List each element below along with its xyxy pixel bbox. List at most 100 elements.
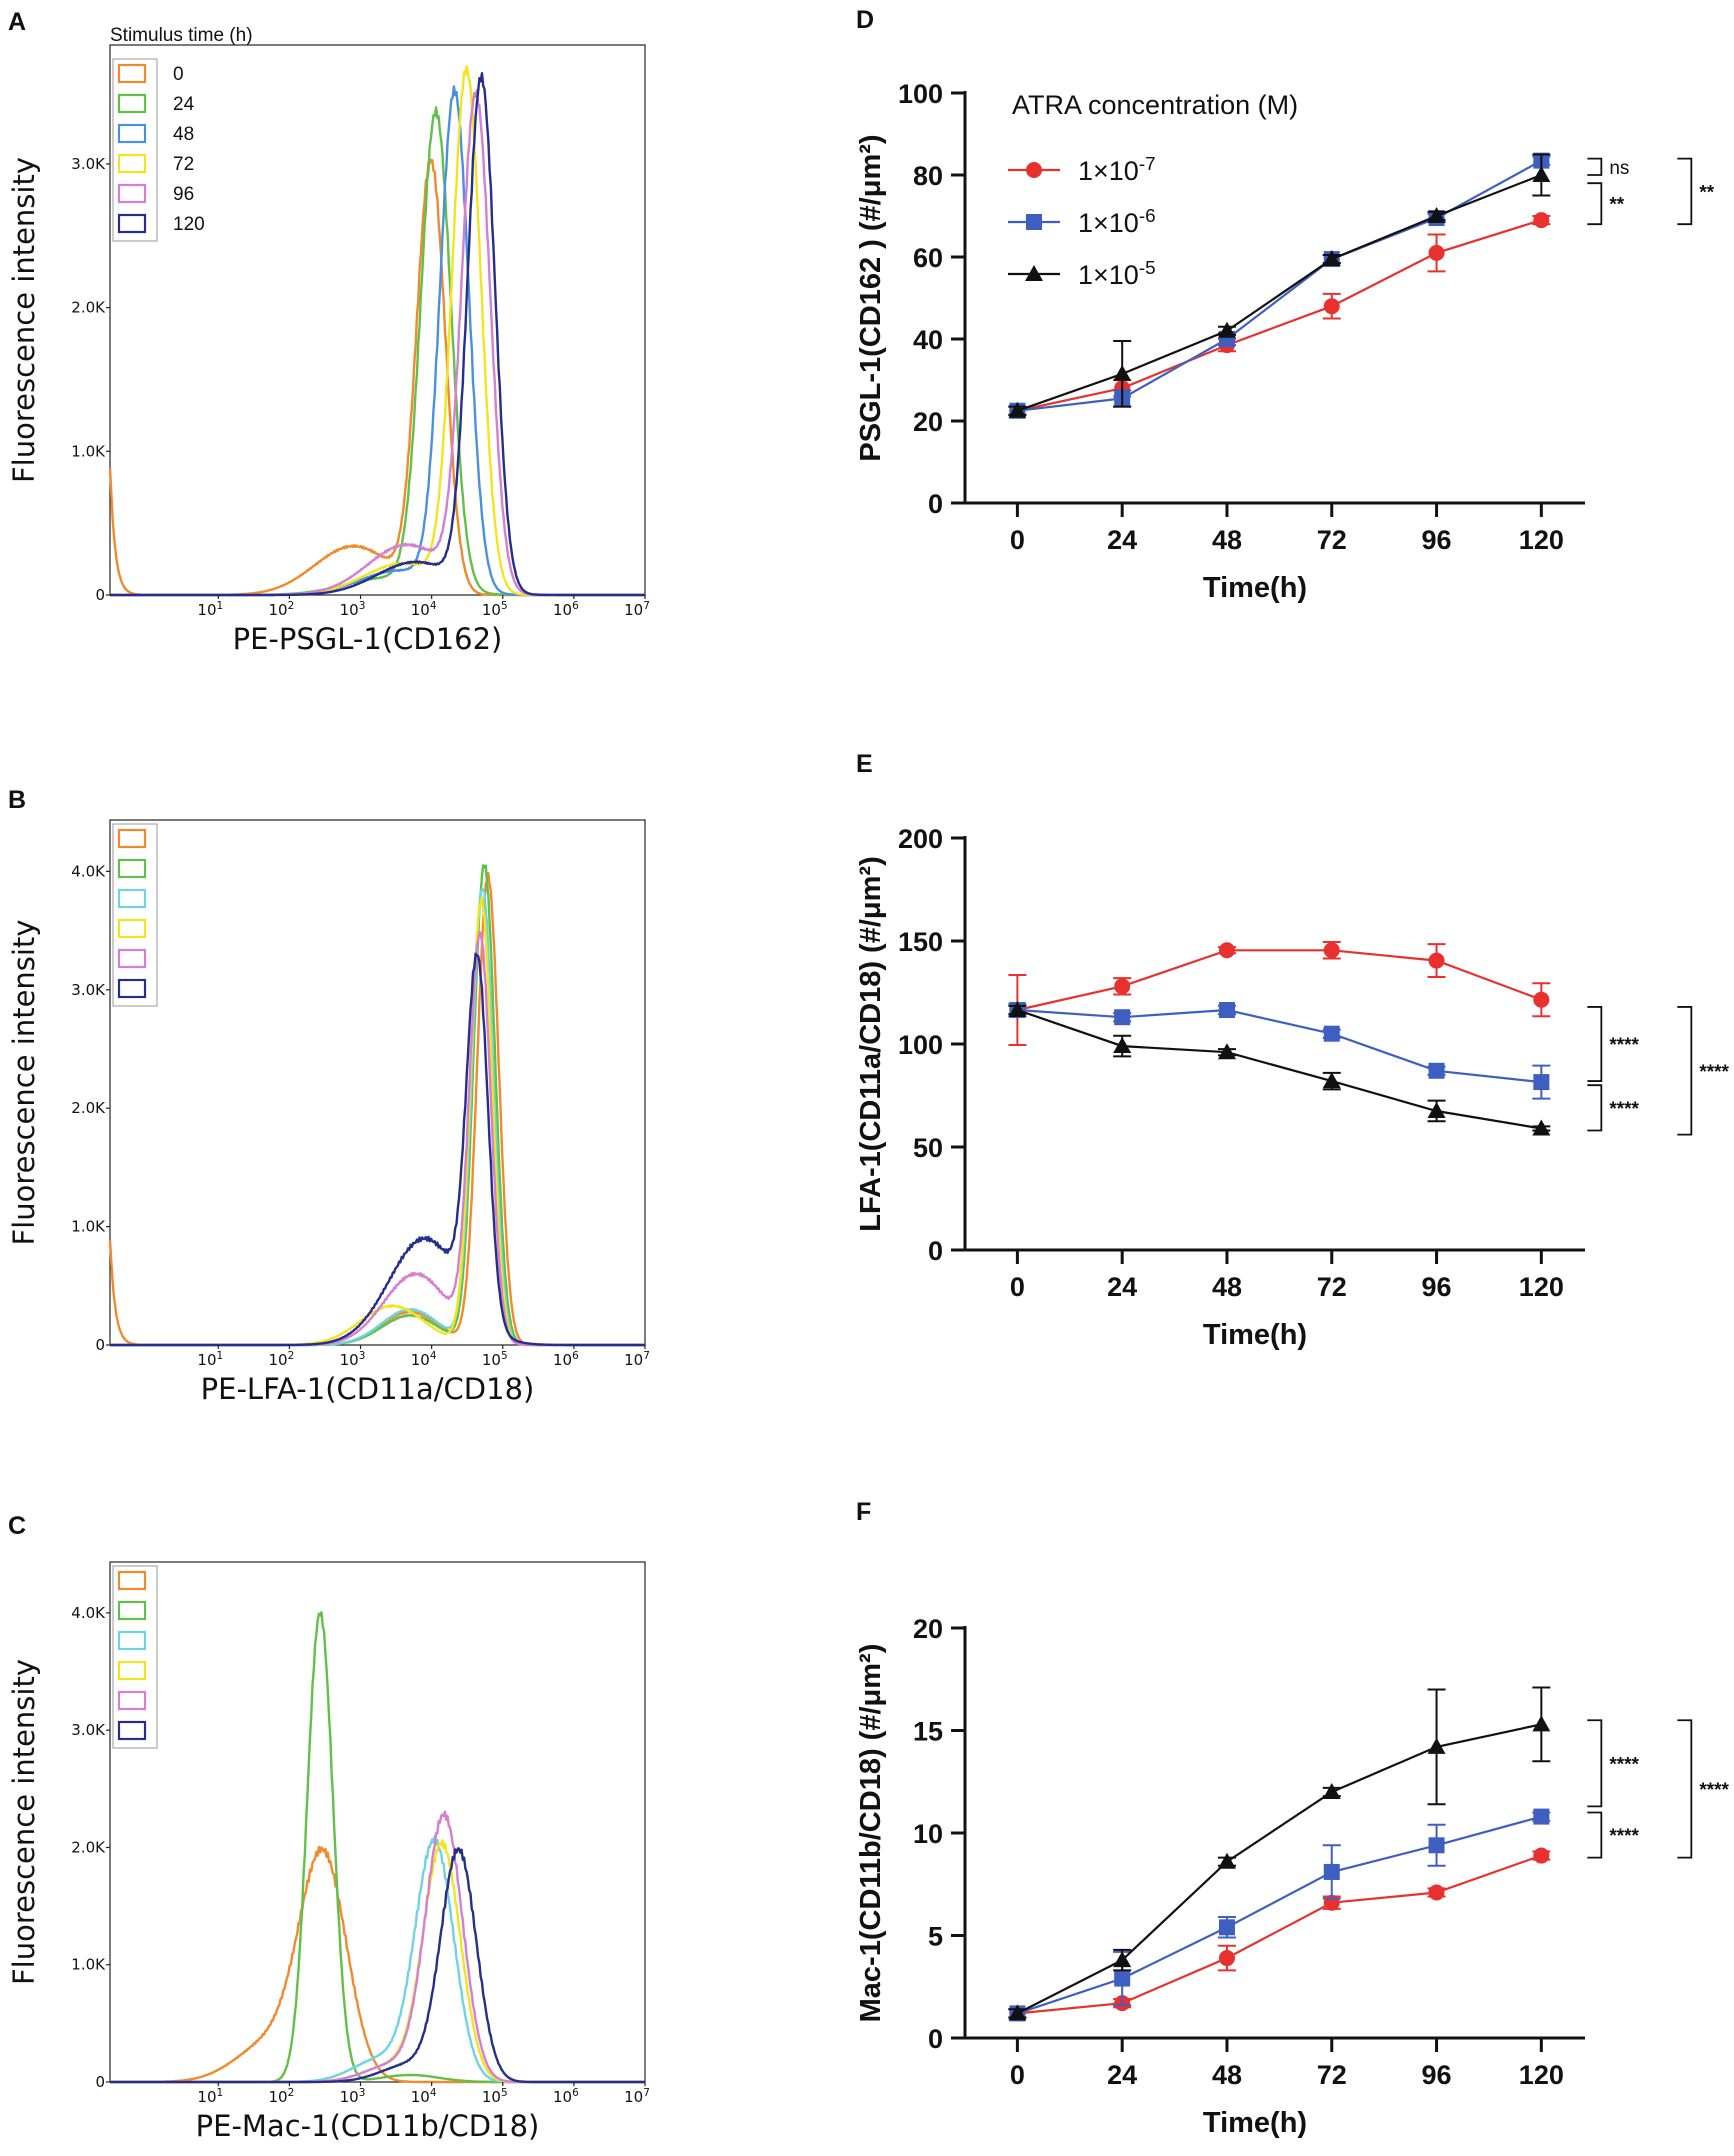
x-tick-label: 102 xyxy=(269,1350,295,1369)
superscript: 5 xyxy=(501,2087,508,2099)
legend-marker-square xyxy=(1026,214,1042,230)
histogram-curve-24h xyxy=(110,864,645,1347)
y-tick-label: 0 xyxy=(95,586,105,604)
series-group-circle xyxy=(1008,1847,1551,2022)
significance-label: **** xyxy=(1699,1062,1729,1083)
data-point-circle xyxy=(1218,942,1235,959)
legend-swatch-96h xyxy=(117,948,147,969)
text-part: 10 xyxy=(340,1351,359,1369)
superscript: 3 xyxy=(359,1350,366,1362)
legend-swatch-120h xyxy=(117,978,147,999)
legend-title: Stimulus time (h) xyxy=(110,25,253,46)
legend-swatch-96h xyxy=(117,183,147,204)
superscript: 6 xyxy=(572,2087,579,2099)
y-tick-label: 3.0K xyxy=(71,1721,106,1739)
data-point-square xyxy=(1323,1025,1340,1042)
superscript: -5 xyxy=(1139,258,1156,279)
text-part: 10 xyxy=(411,1351,430,1369)
text-part: 10 xyxy=(624,1351,643,1369)
y-tick-label: 4.0K xyxy=(71,1604,106,1622)
series-line xyxy=(1017,1815,1542,2015)
legend-swatch-48h xyxy=(117,888,147,909)
histogram-curve-120h xyxy=(110,1847,645,2084)
y-axis-label: Mac-1(CD11b/CD18) (#/μm²) xyxy=(855,1644,887,2023)
x-tick-label: 96 xyxy=(1422,2060,1452,2090)
superscript: -6 xyxy=(1139,206,1156,227)
data-point-triangle xyxy=(1008,401,1027,418)
significance-label: ns xyxy=(1609,158,1629,179)
y-tick-label: 3.0K xyxy=(71,981,106,999)
data-point-circle xyxy=(1428,952,1445,969)
text-part: 10 xyxy=(340,2088,359,2106)
y-tick-label: 20 xyxy=(913,407,943,437)
data-point-triangle xyxy=(1113,364,1132,381)
x-tick-label: 0 xyxy=(1010,2060,1025,2090)
y-axis-label: Fluorescence intensity xyxy=(7,920,41,1246)
superscript: 5 xyxy=(501,1350,508,1362)
superscript: 6 xyxy=(572,1350,579,1362)
data-point-square xyxy=(1114,1009,1131,1026)
legend-marker-triangle xyxy=(1025,265,1043,281)
superscript: 4 xyxy=(430,600,437,612)
data-point-triangle xyxy=(1008,2004,1027,2021)
legend-swatch-0h xyxy=(117,828,147,849)
y-tick-label: 5 xyxy=(928,1922,943,1952)
histogram-curve-96h xyxy=(110,1810,645,2084)
data-point-triangle xyxy=(1113,1951,1132,1968)
text-part: 10 xyxy=(411,2088,430,2106)
legend-swatch-120h xyxy=(117,213,147,234)
legend-label: 1×10-7 xyxy=(1078,154,1156,187)
y-tick-label: 3.0K xyxy=(71,155,106,173)
legend-frame xyxy=(112,823,158,1007)
legend-label-120h: 120 xyxy=(173,214,205,235)
superscript: 3 xyxy=(359,2087,366,2099)
x-tick-label: 103 xyxy=(340,600,366,619)
legend-swatch-72h xyxy=(117,153,147,174)
legend-label: 1×10-5 xyxy=(1078,258,1156,291)
text-part: 10 xyxy=(197,2088,216,2106)
histogram-curve-120h xyxy=(110,72,645,597)
data-point-square xyxy=(1114,1970,1131,1987)
data-point-triangle xyxy=(1322,250,1341,267)
series-line xyxy=(1017,1008,1542,1130)
legend-swatch-120h xyxy=(117,1720,147,1741)
significance-bracket xyxy=(1587,1006,1603,1082)
legend-swatch-96h xyxy=(117,1690,147,1711)
x-tick-label: 24 xyxy=(1107,2060,1137,2090)
text-part: 10 xyxy=(197,601,216,619)
significance-label: **** xyxy=(1609,1035,1639,1056)
legend-label: 1×10-6 xyxy=(1078,206,1156,239)
x-tick-label: 48 xyxy=(1212,525,1242,555)
x-axis-label: Time(h) xyxy=(1203,572,1307,604)
series-group-circle xyxy=(1008,941,1551,1047)
superscript: 7 xyxy=(643,600,650,612)
data-point-square xyxy=(1323,1863,1340,1880)
y-tick-label: 15 xyxy=(913,1717,943,1747)
superscript: 7 xyxy=(643,1350,650,1362)
superscript: 4 xyxy=(430,1350,437,1362)
text-part: 10 xyxy=(269,2088,288,2106)
text-part: 1×10 xyxy=(1078,156,1139,186)
y-tick-label: 40 xyxy=(913,325,943,355)
histogram-curve-72h xyxy=(110,1839,645,2084)
x-tick-label: 72 xyxy=(1317,1272,1347,1302)
x-tick-label: 102 xyxy=(269,600,295,619)
data-point-circle xyxy=(1218,1950,1235,1967)
x-tick-label: 24 xyxy=(1107,1272,1137,1302)
data-point-triangle xyxy=(1217,321,1236,338)
legend-label-24h: 24 xyxy=(173,94,195,115)
significance-label: ** xyxy=(1609,195,1624,216)
legend-label-0h: 0 xyxy=(173,64,184,85)
y-tick-label: 2.0K xyxy=(71,1099,106,1117)
y-tick-label: 4.0K xyxy=(71,862,106,880)
text-part: 10 xyxy=(340,601,359,619)
panel-letter-f: F xyxy=(856,1498,871,1526)
histogram-curve-0h xyxy=(108,872,645,1347)
line-panel-d: D 0 20 40 60 80 100 0 24 48 72 96 120 Time(h) PSGL-1(C… xyxy=(855,6,1715,604)
y-tick-label: 60 xyxy=(913,243,943,273)
x-tick-label: 106 xyxy=(553,2087,579,2106)
significance-bracket xyxy=(1587,1811,1603,1859)
significance-label: **** xyxy=(1699,1780,1729,1801)
